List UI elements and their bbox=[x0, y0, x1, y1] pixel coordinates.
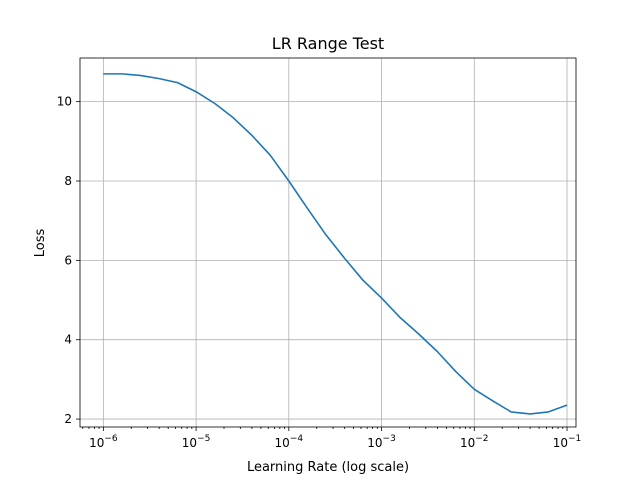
x-tick-label: 10−1 bbox=[553, 434, 582, 450]
y-axis-ticks: 2 4 6 8 10 bbox=[57, 95, 80, 426]
chart-title: LR Range Test bbox=[272, 34, 384, 53]
y-tick-label: 10 bbox=[57, 95, 72, 109]
y-tick-label: 6 bbox=[64, 253, 72, 267]
x-tick-label: 10−6 bbox=[89, 434, 118, 450]
x-tick-label: 10−2 bbox=[460, 434, 489, 450]
y-tick-label: 4 bbox=[64, 333, 72, 347]
plot-frame bbox=[79, 57, 577, 428]
y-tick-label: 2 bbox=[64, 412, 72, 426]
y-tick-label: 8 bbox=[64, 174, 72, 188]
x-axis-label: Learning Rate (log scale) bbox=[247, 460, 409, 475]
loss-series-line bbox=[103, 73, 568, 415]
x-tick-label: 10−4 bbox=[275, 434, 304, 450]
x-axis-ticks: 10−6 10−5 10−4 10−3 10−2 10−1 bbox=[82, 427, 582, 450]
x-tick-label: 10−5 bbox=[182, 434, 211, 450]
y-axis-label: Loss bbox=[33, 229, 48, 258]
grid bbox=[80, 58, 576, 427]
series-layer bbox=[103, 73, 568, 415]
x-tick-label: 10−3 bbox=[367, 434, 396, 450]
